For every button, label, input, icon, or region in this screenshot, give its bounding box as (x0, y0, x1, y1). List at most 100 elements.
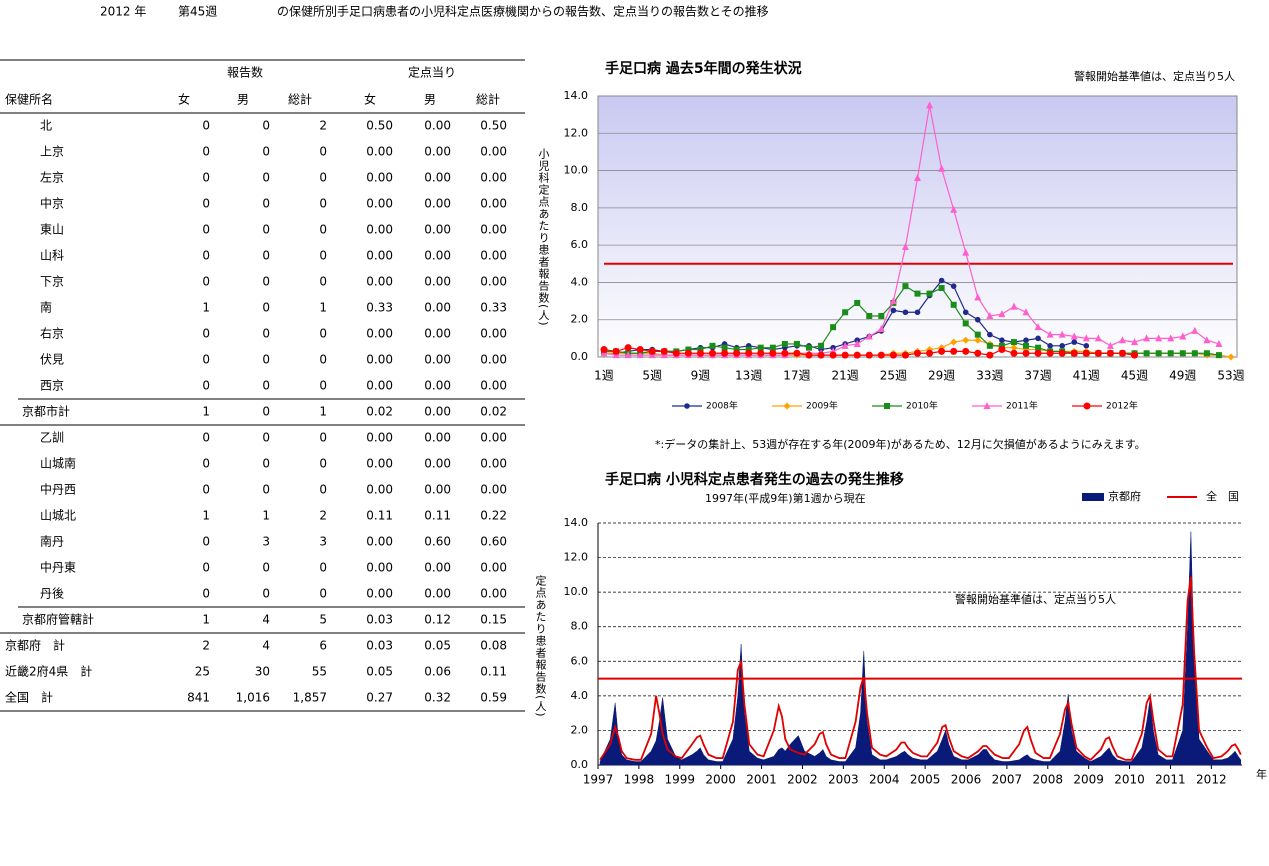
marker (962, 347, 970, 355)
table-cell: 0.03 (366, 613, 393, 627)
legend-label: 全 国 (1206, 489, 1239, 503)
header-title: の保健所別手足口病患者の小児科定点医療機関からの報告数、定点当りの報告数とその推… (277, 4, 769, 19)
row-label: 南 (40, 300, 52, 315)
marker (842, 309, 849, 316)
marker (1034, 323, 1042, 331)
table-cell: 0 (202, 431, 210, 445)
table-cell: 0 (262, 587, 270, 601)
marker (624, 344, 632, 352)
marker (865, 332, 873, 340)
y-axis-label: 小児科定点あたり患者報告数(人) (537, 148, 550, 327)
marker (998, 342, 1005, 349)
marker (986, 311, 994, 319)
marker (962, 320, 969, 327)
row-label: 京都府管轄計 (22, 612, 94, 627)
marker (793, 340, 800, 347)
row-label: 上京 (40, 145, 64, 159)
x-tick-label: 41週 (1073, 369, 1100, 383)
marker (1047, 343, 1053, 349)
row-label: 京都府 計 (5, 638, 65, 653)
marker (926, 290, 933, 297)
y-tick-label: 6.0 (571, 238, 589, 251)
table-cell: 0 (262, 275, 270, 289)
table-cell: 1 (319, 405, 327, 419)
table-cell: 0.00 (366, 483, 393, 497)
x-tick-label: 1999 (665, 773, 696, 787)
marker (1083, 402, 1091, 410)
table-cell: 0.00 (366, 587, 393, 601)
row-label: 山科 (40, 249, 64, 263)
marker (1083, 343, 1090, 349)
table-cell: 0.33 (480, 301, 507, 315)
table-cell: 0.00 (480, 145, 507, 159)
marker (1215, 352, 1222, 359)
table-cell: 0.00 (480, 483, 507, 497)
table-cell: 0 (202, 457, 210, 471)
marker (865, 351, 873, 359)
marker (1010, 302, 1018, 310)
marker (648, 347, 656, 355)
row-label: 山城北 (40, 509, 76, 523)
marker (1167, 350, 1174, 357)
marker (805, 351, 813, 359)
x-tick-label: 5週 (642, 369, 662, 383)
marker (769, 349, 777, 357)
table-cell: 0 (202, 145, 210, 159)
table-cell: 0.00 (366, 275, 393, 289)
table-cell: 0 (202, 223, 210, 237)
column-header: 男 (424, 93, 436, 107)
table-cell: 3 (262, 535, 270, 549)
table-cell: 0 (262, 301, 270, 315)
x-tick-label: 29週 (928, 369, 955, 383)
marker (1094, 334, 1102, 342)
marker (696, 349, 704, 357)
marker (998, 346, 1006, 354)
x-tick-label: 1998 (624, 773, 655, 787)
marker (1059, 343, 1065, 349)
marker (938, 164, 946, 172)
table-cell: 0.00 (366, 535, 393, 549)
table-cell: 0 (202, 119, 210, 133)
y-tick-label: 14.0 (564, 516, 589, 529)
footnote: *:データの集計上、53週が存在する年(2009年)があるため、12月に欠損値が… (655, 437, 1146, 451)
marker (783, 402, 791, 410)
table-cell: 1,857 (293, 691, 327, 705)
marker (950, 301, 957, 308)
marker (841, 341, 849, 349)
marker (600, 346, 608, 354)
marker (1082, 334, 1090, 342)
table-cell: 0.32 (424, 691, 451, 705)
table-cell: 0 (202, 483, 210, 497)
table-cell: 0.00 (424, 353, 451, 367)
table-cell: 0 (202, 561, 210, 575)
marker (1106, 341, 1114, 349)
marker (877, 325, 885, 333)
row-label: 全国 計 (5, 690, 53, 705)
table-cell: 0.00 (424, 275, 451, 289)
row-label: 伏見 (40, 353, 64, 367)
marker (1143, 334, 1151, 342)
table-cell: 0.05 (424, 639, 451, 653)
marker (1203, 350, 1210, 357)
x-tick-label: 33週 (976, 369, 1003, 383)
marker (983, 402, 991, 409)
y-tick-label: 14.0 (564, 89, 589, 102)
table-cell: 0.02 (366, 405, 393, 419)
table-cell: 1 (202, 405, 210, 419)
marker (853, 351, 861, 359)
table-cell: 0.00 (424, 431, 451, 445)
table-cell: 0.00 (480, 353, 507, 367)
marker (709, 349, 717, 357)
marker (901, 243, 909, 251)
row-label: 乙訓 (40, 430, 64, 445)
table-cell: 0.00 (366, 197, 393, 211)
marker (962, 248, 970, 256)
table-cell: 3 (319, 535, 327, 549)
marker (962, 309, 969, 316)
table-cell: 0 (262, 457, 270, 471)
table-cell: 0 (319, 561, 327, 575)
marker (1106, 349, 1114, 357)
table-cell: 0 (319, 197, 327, 211)
y-tick-label: 0.0 (571, 758, 589, 771)
marker (926, 349, 934, 357)
